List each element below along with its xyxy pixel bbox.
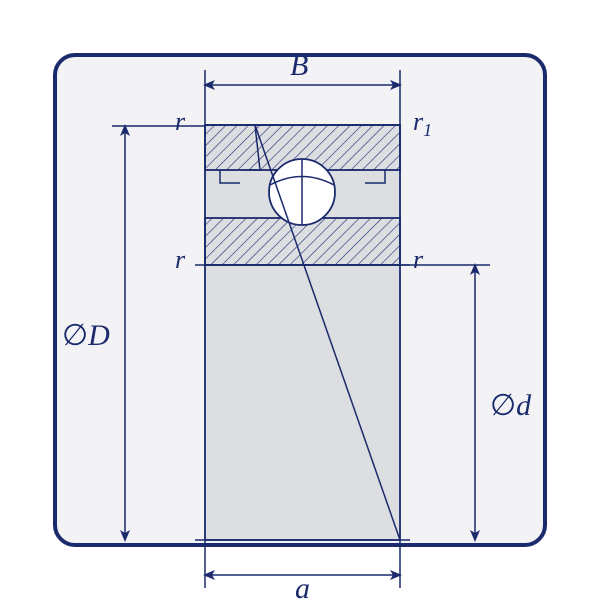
label-r-mr: r [413,245,424,274]
dim-a: a [205,540,400,600]
bearing-diagram: { "diagram": { "type": "engineering-draw… [0,0,600,600]
label-B: B [290,49,308,82]
label-r-tl: r [175,107,186,136]
label-r-ml: r [175,245,186,274]
inner-ring [205,218,400,540]
bearing-svg: B ∅D ∅d a r r1 r r [0,0,600,600]
label-D: ∅D [62,319,110,352]
label-d: ∅d [490,389,532,422]
label-a: a [295,572,310,600]
